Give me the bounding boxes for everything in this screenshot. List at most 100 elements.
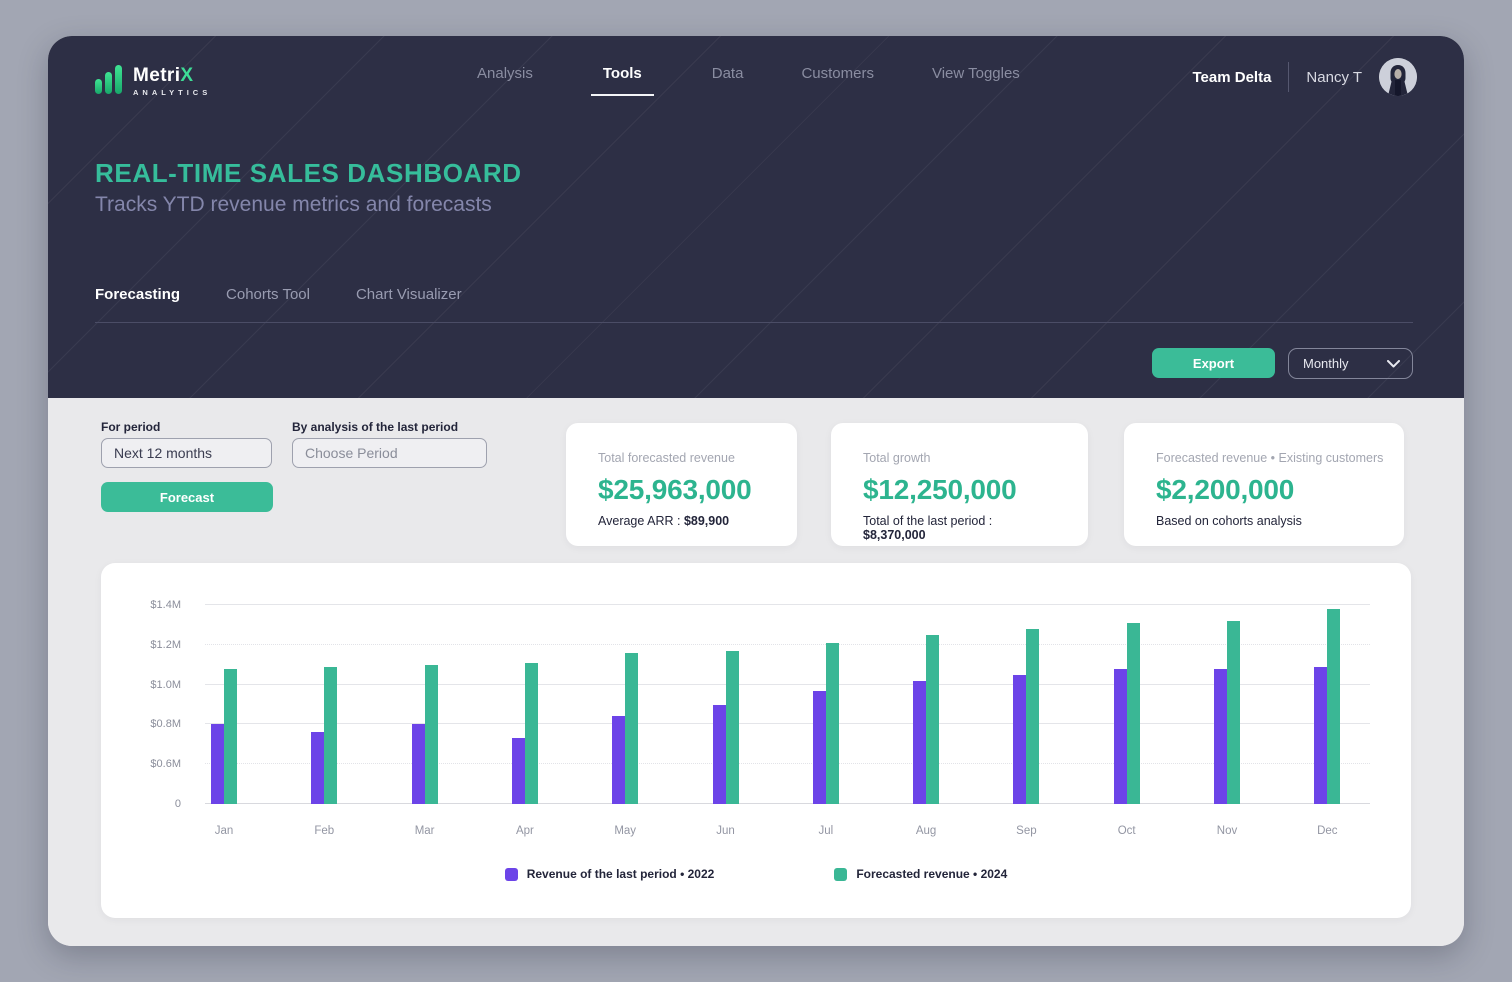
page-heading: REAL-TIME SALES DASHBOARD Tracks YTD rev…	[95, 158, 522, 217]
tabs-divider	[95, 322, 1413, 323]
bar-revenue-of-the-last-sep	[1013, 674, 1027, 804]
legend-label: Revenue of the last period • 2022	[526, 867, 715, 881]
export-button[interactable]: Export	[1152, 348, 1275, 378]
y-axis-tick-label: $1.2M	[150, 638, 181, 651]
metric-footnote: Based on cohorts analysis	[1156, 514, 1372, 528]
bar-forecasted-revenue-nov	[1227, 620, 1240, 804]
y-axis-tick-label: $1.0M	[150, 678, 181, 691]
metric-footnote: Average ARR : $89,900	[598, 514, 765, 528]
chart-gridline	[205, 683, 1370, 685]
toolbar: Export Monthly	[1152, 348, 1413, 379]
metric-footnote-label: Based on cohorts analysis	[1156, 514, 1302, 528]
chart-legend: Revenue of the last period • 2022 Forecas…	[101, 867, 1411, 881]
x-axis-label: Nov	[1216, 825, 1238, 837]
bar-forecasted-revenue-may	[625, 652, 639, 804]
bar-forecasted-revenue-mar	[424, 664, 438, 804]
tab-chart-visualizer[interactable]: Chart Visualizer	[355, 286, 462, 303]
legend-swatch-icon	[504, 867, 518, 881]
header-divider	[1288, 62, 1290, 92]
x-axis-label: Jul	[818, 825, 834, 837]
legend-item: Forecasted revenue • 2024	[834, 867, 1007, 881]
legend-label: Forecasted revenue • 2024	[856, 867, 1008, 881]
chart-gridline	[205, 723, 1370, 725]
analysis-period-label: By analysis of the last period	[292, 420, 459, 434]
avatar-person-icon	[1379, 58, 1417, 96]
for-period-label: For period	[101, 420, 161, 434]
user-avatar[interactable]	[1379, 58, 1417, 96]
metric-value: $12,250,000	[863, 474, 1017, 505]
x-axis-label: Oct	[1117, 825, 1136, 837]
chart-gridline	[205, 604, 1370, 605]
bar-forecasted-revenue-apr	[524, 662, 538, 804]
bar-revenue-of-the-last-oct	[1113, 668, 1127, 804]
bar-forecasted-revenue-aug	[926, 634, 940, 804]
x-axis-label: May	[614, 825, 637, 837]
bar-forecasted-revenue-jun	[725, 650, 739, 804]
metric-footnote-value: $89,900	[683, 514, 730, 528]
metric-card-forecasted-revenue-existing-customers: Forecasted revenue • Existing customers $…	[1124, 423, 1404, 546]
period-dropdown-value: Monthly	[1303, 356, 1349, 371]
brand-name-primary: Metri	[133, 64, 181, 86]
nav-item-view-toggles[interactable]: View Toggles	[931, 65, 1020, 82]
chevron-down-icon	[1387, 359, 1400, 367]
tab-cohorts-tool[interactable]: Cohorts Tool	[226, 286, 310, 303]
page-subtitle: Tracks YTD revenue metrics and forecasts	[95, 192, 492, 216]
y-axis-tick-label: $0.6M	[150, 758, 181, 771]
content-section: For period By analysis of the last perio…	[48, 398, 1464, 946]
x-axis-label: Mar	[414, 825, 435, 837]
brand-logo[interactable]: MetriX ANALYTICS	[95, 60, 211, 96]
chart-gridline	[205, 763, 1370, 765]
analysis-period-input[interactable]	[292, 438, 487, 468]
nav-item-customers[interactable]: Customers	[801, 65, 874, 82]
bar-revenue-of-the-last-aug	[913, 680, 927, 804]
forecast-button[interactable]: Forecast	[101, 482, 273, 512]
brand-subtitle: ANALYTICS	[133, 87, 212, 97]
bar-revenue-of-the-last-apr	[511, 738, 525, 804]
bar-forecasted-revenue-sep	[1026, 628, 1040, 804]
metric-footnote-label: Average ARR :	[598, 514, 684, 528]
y-axis-tick-label: $1.4M	[150, 599, 181, 611]
bar-revenue-of-the-last-jun	[712, 704, 726, 804]
bar-revenue-of-the-last-mar	[411, 724, 425, 804]
metric-title: Total forecasted revenue	[598, 451, 735, 465]
brand-name: MetriX ANALYTICS	[133, 66, 211, 97]
bar-revenue-of-the-last-jul	[812, 690, 826, 804]
metric-card-total-forecasted-revenue: Total forecasted revenue $25,963,000 Avera…	[566, 423, 797, 546]
bar-revenue-of-the-last-dec	[1314, 666, 1328, 804]
team-name: Team Delta	[1192, 68, 1272, 86]
x-axis-label: Aug	[915, 825, 937, 837]
tab-forecasting[interactable]: Forecasting	[95, 286, 181, 303]
y-axis-tick-label: $0.8M	[150, 718, 181, 731]
metric-value: $2,200,000	[1156, 474, 1295, 505]
nav-item-analysis[interactable]: Analysis	[477, 65, 533, 82]
chart-gridline	[205, 803, 1370, 804]
bar-forecasted-revenue-feb	[324, 666, 338, 804]
header: MetriX ANALYTICS Analysis Tools Data Custom…	[48, 36, 1464, 398]
brand-name-accent: X	[180, 64, 194, 86]
bar-revenue-of-the-last-feb	[311, 732, 325, 804]
y-axis-tick-label: 0	[174, 798, 181, 810]
bar-forecasted-revenue-oct	[1126, 622, 1140, 804]
nav-item-data[interactable]: Data	[711, 65, 744, 82]
nav-item-tools[interactable]: Tools	[590, 65, 654, 96]
metric-card-total-growth: Total growth $12,250,000 Total of the last…	[831, 423, 1088, 546]
period-dropdown[interactable]: Monthly	[1288, 348, 1413, 379]
x-axis-label: Sep	[1016, 825, 1037, 837]
x-axis-label: Dec	[1317, 825, 1338, 837]
x-axis-label: Jun	[716, 825, 735, 837]
bar-revenue-of-the-last-jan	[211, 724, 224, 804]
metric-footnote: Total of the last period : $8,370,000	[863, 514, 1056, 542]
legend-item: Revenue of the last period • 2022	[504, 867, 715, 881]
revenue-chart-card: $1.4M $1.2M $1.0M $0.8M $0.6M 0 Jan Feb Mar Apr Ma…	[101, 563, 1411, 918]
for-period-input[interactable]	[101, 438, 272, 468]
bar-forecasted-revenue-jan	[224, 668, 237, 804]
metric-title: Forecasted revenue • Existing customers	[1156, 451, 1384, 465]
metric-title: Total growth	[863, 451, 931, 465]
metric-footnote-value: $8,370,000	[863, 528, 926, 542]
x-axis-label: Apr	[515, 825, 534, 837]
metric-value: $25,963,000	[598, 474, 752, 505]
bar-revenue-of-the-last-nov	[1214, 668, 1227, 804]
tool-tabs: Forecasting Cohorts Tool Chart Visualizer	[95, 286, 462, 304]
bar-chart-icon	[95, 60, 122, 96]
bar-revenue-of-the-last-may	[612, 716, 626, 804]
